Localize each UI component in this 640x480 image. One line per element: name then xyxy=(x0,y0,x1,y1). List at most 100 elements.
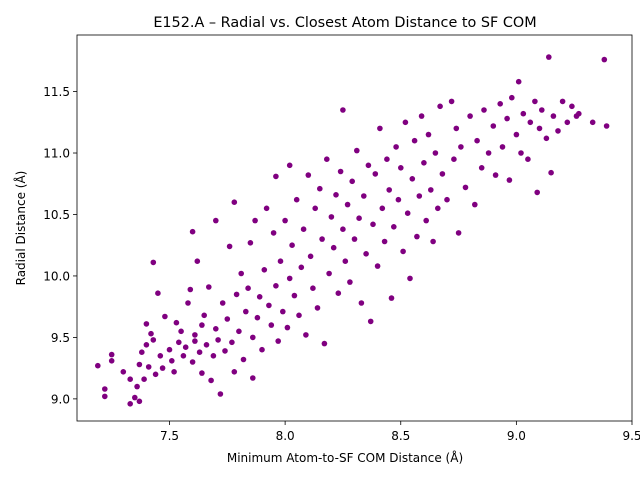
data-point-185 xyxy=(548,169,554,176)
data-point-51 xyxy=(217,391,224,397)
data-point-95 xyxy=(310,285,316,292)
data-point-117 xyxy=(358,300,365,306)
data-point-26 xyxy=(169,358,175,364)
data-point-3 xyxy=(108,358,115,364)
data-point-172 xyxy=(509,94,515,101)
data-point-62 xyxy=(240,356,247,363)
data-point-146 xyxy=(425,131,432,138)
data-point-168 xyxy=(497,101,504,107)
data-point-43 xyxy=(201,312,207,319)
data-point-124 xyxy=(374,263,381,269)
data-point-6 xyxy=(127,376,133,383)
data-point-21 xyxy=(155,290,161,297)
chart-title: E152.A – Radial vs. Closest Atom Distanc… xyxy=(153,15,536,31)
data-point-13 xyxy=(141,376,147,383)
data-point-28 xyxy=(173,319,180,326)
data-point-54 xyxy=(224,316,231,322)
data-point-10 xyxy=(136,361,143,368)
data-point-162 xyxy=(474,137,480,144)
data-point-38 xyxy=(192,332,198,338)
y-tick-label: 10.0 xyxy=(43,269,70,283)
x-tick-label: 9.5 xyxy=(622,429,640,443)
data-point-147 xyxy=(428,187,434,193)
data-point-64 xyxy=(245,285,251,292)
y-axis-label: Radial Distance (Å) xyxy=(13,171,28,286)
data-point-104 xyxy=(330,244,337,251)
data-point-134 xyxy=(398,165,404,171)
data-point-103 xyxy=(328,214,335,220)
data-point-139 xyxy=(409,176,416,182)
data-point-93 xyxy=(305,172,312,178)
data-point-130 xyxy=(388,295,395,301)
data-point-161 xyxy=(472,201,478,208)
data-point-30 xyxy=(178,328,184,335)
data-point-44 xyxy=(203,342,210,348)
data-point-18 xyxy=(150,337,157,343)
data-point-157 xyxy=(455,230,462,236)
data-point-53 xyxy=(222,348,228,354)
data-point-149 xyxy=(432,150,439,156)
data-point-47 xyxy=(210,353,217,359)
data-point-15 xyxy=(143,321,150,327)
data-point-144 xyxy=(421,160,427,166)
data-point-181 xyxy=(536,125,543,132)
data-point-17 xyxy=(148,330,154,337)
data-point-189 xyxy=(564,119,571,126)
data-point-148 xyxy=(430,238,436,245)
data-point-116 xyxy=(356,215,362,221)
data-point-8 xyxy=(132,394,138,401)
data-point-29 xyxy=(176,339,182,346)
data-point-132 xyxy=(393,144,399,150)
data-point-2 xyxy=(102,393,108,400)
data-point-73 xyxy=(263,205,270,212)
data-point-145 xyxy=(423,217,430,224)
data-point-11 xyxy=(136,398,143,405)
data-point-160 xyxy=(467,113,473,119)
data-point-105 xyxy=(333,192,339,198)
data-point-163 xyxy=(478,165,485,171)
data-point-150 xyxy=(435,205,441,212)
data-point-12 xyxy=(139,349,145,356)
data-point-195 xyxy=(603,123,610,129)
data-point-122 xyxy=(370,221,376,228)
data-point-86 xyxy=(289,242,295,248)
data-point-34 xyxy=(187,286,194,293)
data-point-156 xyxy=(453,125,460,132)
data-point-177 xyxy=(525,156,531,162)
data-point-66 xyxy=(250,334,256,341)
x-tick-label: 8.5 xyxy=(391,429,410,443)
data-point-133 xyxy=(395,196,402,203)
data-point-79 xyxy=(275,338,282,344)
data-point-76 xyxy=(270,230,277,236)
data-point-20 xyxy=(152,371,159,378)
data-point-152 xyxy=(439,171,446,177)
data-point-77 xyxy=(273,283,279,289)
data-point-113 xyxy=(349,178,356,185)
data-point-25 xyxy=(166,346,173,353)
data-point-57 xyxy=(231,369,238,375)
data-point-182 xyxy=(539,107,545,113)
data-point-158 xyxy=(458,144,464,150)
data-point-137 xyxy=(404,210,411,216)
data-point-48 xyxy=(213,326,219,332)
data-point-19 xyxy=(150,259,157,266)
data-point-192 xyxy=(576,110,582,117)
data-point-138 xyxy=(407,275,413,282)
data-point-61 xyxy=(238,270,244,277)
data-point-50 xyxy=(215,337,221,343)
data-point-14 xyxy=(143,342,150,348)
data-point-183 xyxy=(543,135,550,142)
data-point-55 xyxy=(226,243,233,250)
data-point-59 xyxy=(233,291,240,298)
data-point-40 xyxy=(196,349,203,356)
data-point-94 xyxy=(307,253,314,260)
data-point-24 xyxy=(162,313,168,320)
data-point-92 xyxy=(303,332,309,338)
data-point-128 xyxy=(384,156,390,162)
data-point-141 xyxy=(414,233,420,240)
data-point-121 xyxy=(367,318,374,325)
data-point-165 xyxy=(485,150,492,156)
data-point-136 xyxy=(402,119,409,126)
data-point-1 xyxy=(102,386,108,392)
